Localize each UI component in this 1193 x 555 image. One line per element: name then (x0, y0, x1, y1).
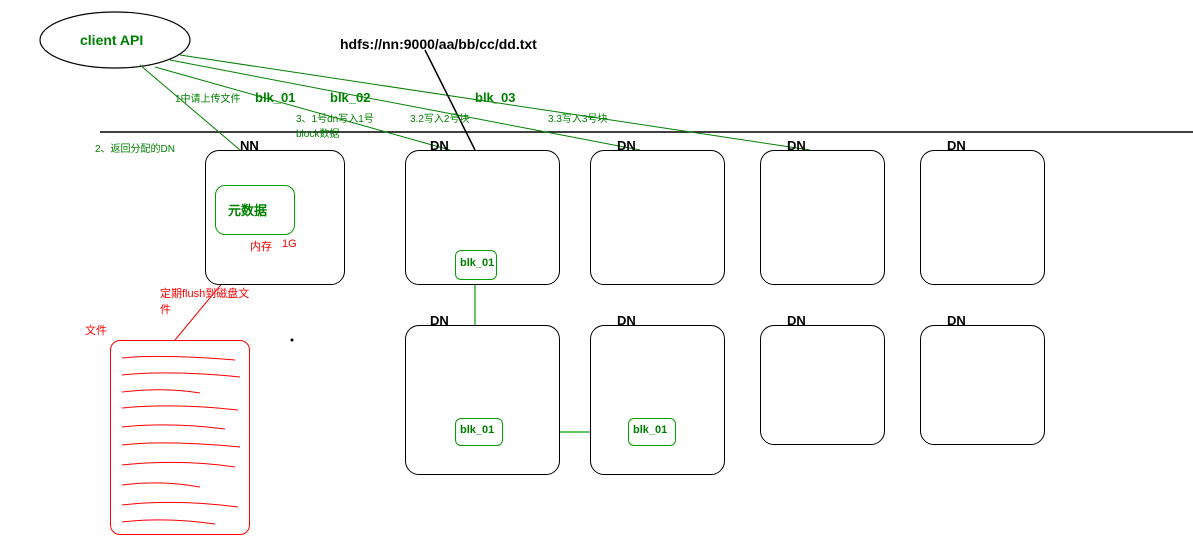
step2-label: 2、返回分配的DN (95, 140, 175, 155)
file-label: 文件 (85, 322, 107, 338)
dn2-box (590, 150, 725, 285)
meta-label: 元数据 (228, 200, 267, 219)
dn8-box (920, 325, 1045, 445)
step32-label: 3.2写入2号块 (410, 110, 469, 125)
step33-label: 3.3写入3号块 (548, 110, 607, 125)
line-hdfs (425, 50, 475, 150)
dn5-box (405, 325, 560, 475)
mem-size: 1G (282, 238, 297, 250)
blk-dn6-label: blk_01 (633, 424, 667, 436)
blk02-label: blk_02 (330, 90, 370, 105)
blk01-label: blk_01 (255, 90, 295, 105)
blk-dn5-label: blk_01 (460, 424, 494, 436)
flush-label: 定期flush到磁盘文件 (160, 285, 255, 317)
blk03-label: blk_03 (475, 90, 515, 105)
file-box (110, 340, 250, 535)
blk-dn1-label: blk_01 (460, 257, 494, 269)
line-step1 (140, 65, 240, 150)
step3-label: 3、1号dn写入1号block数据 (296, 110, 386, 140)
hdfs-path: hdfs://nn:9000/aa/bb/cc/dd.txt (340, 36, 537, 52)
line-to-dn2 (170, 60, 640, 150)
client-api-label: client API (80, 32, 143, 48)
dn4-box (920, 150, 1045, 285)
dn3-box (760, 150, 885, 285)
dn7-box (760, 325, 885, 445)
dot (291, 339, 294, 342)
step1-label: 1中请上传文件 (175, 90, 241, 105)
dn6-box (590, 325, 725, 475)
mem-label: 内存 (250, 238, 272, 254)
